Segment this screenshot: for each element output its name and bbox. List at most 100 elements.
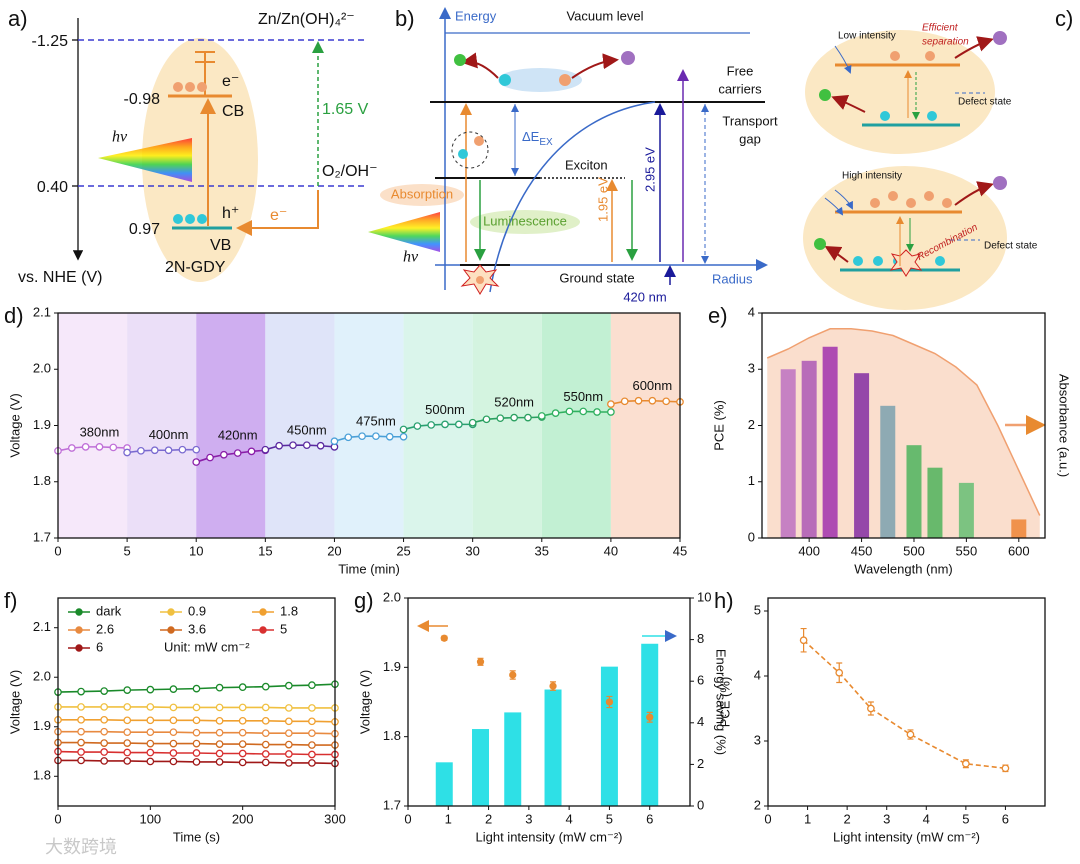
legend-label: 5 <box>280 621 287 636</box>
marker <box>192 758 201 766</box>
marker <box>77 687 85 696</box>
electron <box>870 198 880 208</box>
y-tick-label: 2.1 <box>33 619 51 634</box>
marker <box>146 757 155 766</box>
x-tick-label: 0 <box>764 811 771 826</box>
series-label: 600nm <box>632 378 672 393</box>
marker <box>77 703 85 711</box>
panel-label: a) <box>8 6 28 31</box>
molecule <box>454 54 466 66</box>
marker <box>385 432 394 441</box>
level-label: Exciton <box>565 157 608 172</box>
marker <box>220 450 228 459</box>
molecule <box>993 176 1007 190</box>
marker <box>308 704 316 712</box>
x-tick-label: 450 <box>851 543 873 558</box>
x-tick-label: 0 <box>54 543 61 558</box>
marker <box>302 441 311 450</box>
marker <box>164 446 173 455</box>
marker <box>192 716 201 725</box>
y2-tick-label: 8 <box>697 631 704 646</box>
electron <box>906 198 916 208</box>
marker <box>123 716 132 725</box>
hole <box>927 111 937 121</box>
marker <box>123 728 132 737</box>
photon: hν <box>403 249 419 266</box>
marker <box>100 715 109 724</box>
x-tick-label: 550 <box>956 543 978 558</box>
marker <box>238 716 247 725</box>
marker <box>215 740 224 748</box>
marker <box>215 703 224 712</box>
marker <box>192 458 201 466</box>
x-tick-label: 500 <box>903 543 925 558</box>
wavelength-label: 420 nm <box>623 289 666 304</box>
marker <box>100 727 109 736</box>
marker <box>169 757 178 766</box>
y-axis-label: Voltage (V) <box>7 670 22 734</box>
x-axis-label: Light intensity (mW cm⁻²) <box>476 829 623 844</box>
marker <box>169 685 178 693</box>
x-tick-label: 600 <box>1008 543 1030 558</box>
marker <box>77 738 85 747</box>
marker <box>192 739 201 748</box>
binding-main: ΔE <box>522 129 540 144</box>
marker <box>835 668 844 677</box>
series-label: 550nm <box>563 389 603 404</box>
watermark: 大数跨境 <box>45 837 117 857</box>
marker <box>799 636 808 645</box>
marker <box>215 749 224 758</box>
electron <box>924 191 934 201</box>
y2-tick-label: 10 <box>697 589 711 604</box>
glow <box>805 30 995 154</box>
panel-label: b) <box>395 6 415 31</box>
marker <box>215 683 224 692</box>
marker <box>77 756 85 765</box>
level-label: Ground state <box>559 270 634 285</box>
series-label: 450nm <box>287 423 327 438</box>
marker <box>549 682 557 690</box>
electron <box>925 51 935 61</box>
redox-couple: Zn/Zn(OH)₄²⁻ <box>258 11 355 28</box>
band <box>196 313 266 538</box>
panel-label: e) <box>708 303 728 328</box>
series-label: 475nm <box>356 414 396 429</box>
y-tick-label: 4 <box>754 667 761 682</box>
marker <box>192 445 201 454</box>
level-label: -0.98 <box>124 91 161 108</box>
marker <box>634 396 643 405</box>
panel-label: d) <box>4 303 24 328</box>
marker <box>330 437 339 446</box>
bar <box>544 689 562 806</box>
marker <box>399 425 408 434</box>
marker <box>238 703 247 712</box>
marker <box>662 397 671 406</box>
legend-label: 0.9 <box>188 603 206 618</box>
panel-a: a) -1.25 -0.98 0.40 0.97 Zn/Zn(OH)₄²⁻ O₂… <box>8 6 378 286</box>
band-label: VB <box>210 237 231 254</box>
absorbance-line <box>766 328 1041 516</box>
marker <box>308 717 316 726</box>
electron <box>185 82 195 92</box>
y-tick-label: 3 <box>748 361 755 376</box>
legend-marker <box>259 626 267 634</box>
y-tick-label: 2.0 <box>33 669 51 684</box>
legend-label: dark <box>96 603 122 618</box>
electron <box>197 82 207 92</box>
charts: 380nm 400nm 420nm 450nm 475nm 500nm 520nm 550nm… <box>4 303 1072 845</box>
migration-arrow <box>824 246 849 263</box>
marker <box>169 739 178 748</box>
series-label: 500nm <box>425 402 465 417</box>
x-tick-label: 4 <box>923 811 930 826</box>
marker <box>169 749 178 757</box>
x-tick-label: 1 <box>804 811 811 826</box>
marker <box>192 703 201 712</box>
marker <box>123 757 132 765</box>
band-label: CB <box>222 103 244 120</box>
y-tick-label: 2.0 <box>33 361 51 376</box>
marker <box>284 704 293 712</box>
marker <box>372 432 380 441</box>
x-tick-label: 4 <box>566 811 573 826</box>
marker <box>146 739 155 748</box>
marker <box>192 749 201 757</box>
